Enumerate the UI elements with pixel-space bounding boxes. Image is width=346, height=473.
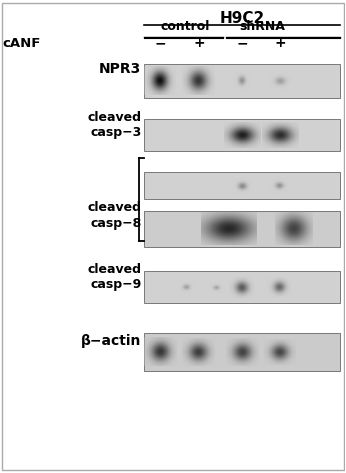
Text: cleaved
casp−3: cleaved casp−3 <box>87 111 141 140</box>
Bar <box>144 272 340 304</box>
Bar <box>144 64 340 98</box>
Text: cANF: cANF <box>2 36 41 50</box>
Bar <box>144 333 340 371</box>
Bar <box>144 119 340 151</box>
Text: NPR3: NPR3 <box>99 61 141 76</box>
Text: cleaved
casp−9: cleaved casp−9 <box>87 263 141 291</box>
Bar <box>144 211 340 246</box>
Text: −: − <box>154 36 166 50</box>
Text: −: − <box>236 36 248 50</box>
Text: cleaved
casp−8: cleaved casp−8 <box>87 201 141 229</box>
Text: shRNA: shRNA <box>240 20 285 33</box>
Text: β−actin: β−actin <box>81 334 141 348</box>
Text: control: control <box>161 20 210 33</box>
Text: H9C2: H9C2 <box>219 11 265 26</box>
Text: +: + <box>193 36 204 50</box>
Text: +: + <box>274 36 286 50</box>
Bar <box>144 172 340 199</box>
